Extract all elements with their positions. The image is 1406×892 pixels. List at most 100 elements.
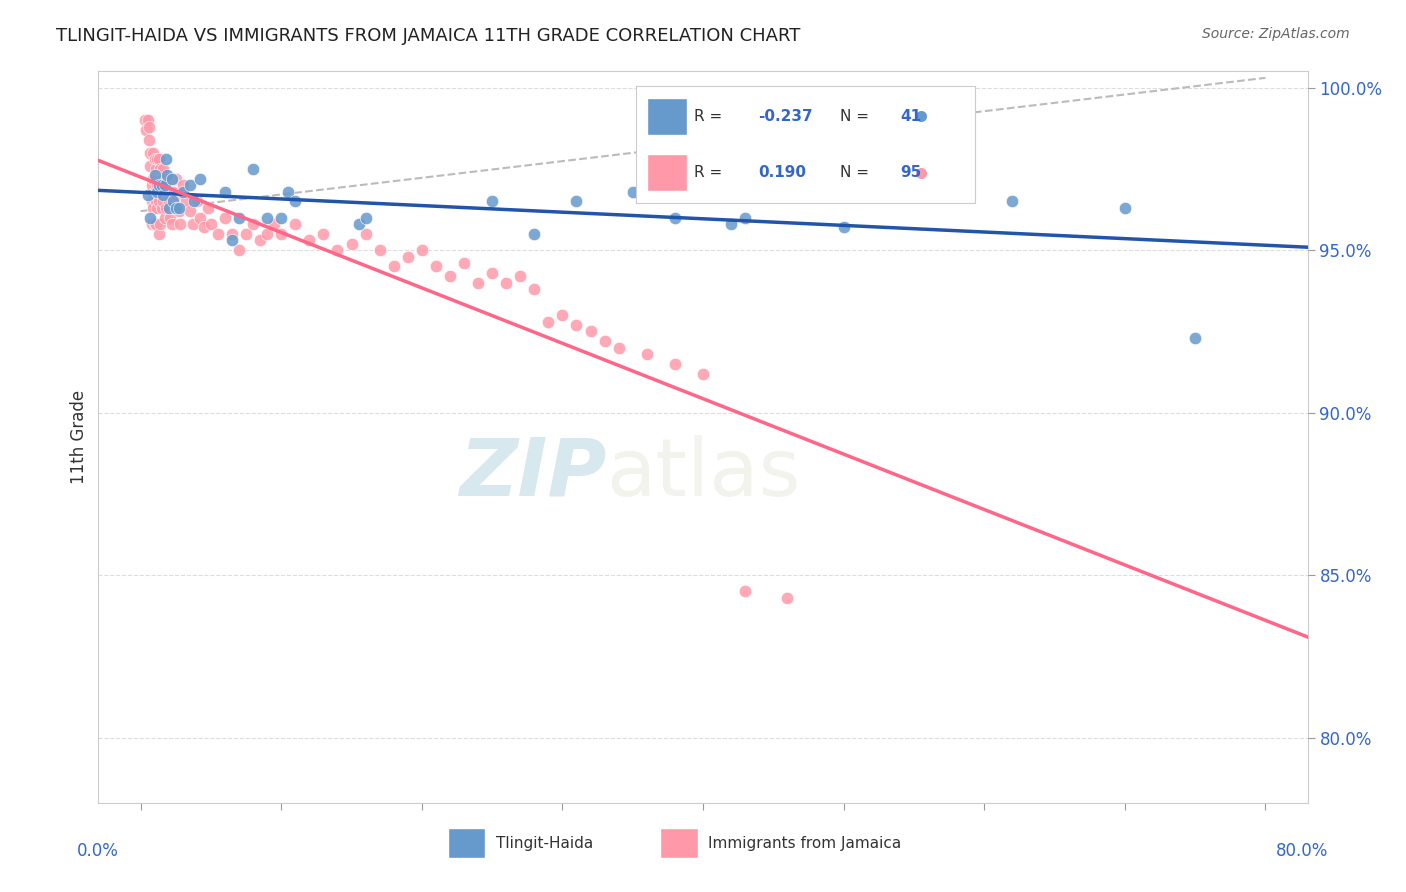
Point bbox=[523, 282, 546, 296]
Point bbox=[149, 161, 172, 176]
Point bbox=[481, 194, 503, 209]
Point bbox=[150, 178, 173, 193]
Point bbox=[162, 194, 184, 209]
Point bbox=[139, 159, 162, 173]
Point bbox=[142, 201, 165, 215]
Point bbox=[148, 194, 170, 209]
Point bbox=[155, 152, 177, 166]
Point bbox=[143, 169, 166, 183]
Point bbox=[270, 211, 292, 225]
Point bbox=[621, 185, 644, 199]
Point bbox=[156, 185, 179, 199]
Point bbox=[396, 250, 419, 264]
Point bbox=[340, 236, 363, 251]
Point bbox=[148, 227, 170, 241]
Point bbox=[148, 178, 170, 193]
Point bbox=[152, 194, 174, 209]
Point bbox=[142, 145, 165, 160]
Point bbox=[174, 194, 197, 209]
Point bbox=[172, 185, 194, 199]
Point bbox=[149, 217, 172, 231]
Point bbox=[692, 367, 714, 381]
Point bbox=[551, 308, 574, 322]
Point bbox=[169, 217, 191, 231]
Point bbox=[160, 217, 183, 231]
Point bbox=[138, 120, 160, 134]
Point bbox=[228, 243, 250, 257]
Point bbox=[467, 276, 489, 290]
Point bbox=[181, 217, 204, 231]
Point bbox=[228, 211, 250, 225]
Point bbox=[312, 227, 335, 241]
Point bbox=[186, 194, 208, 209]
Point bbox=[256, 211, 278, 225]
Point bbox=[152, 161, 174, 176]
Point bbox=[167, 201, 190, 215]
Point bbox=[143, 152, 166, 166]
Point bbox=[146, 201, 169, 215]
Point bbox=[242, 161, 264, 176]
Point bbox=[166, 187, 188, 202]
Point bbox=[664, 211, 686, 225]
Point bbox=[734, 584, 756, 599]
Point bbox=[179, 204, 201, 219]
Point bbox=[193, 220, 215, 235]
Point bbox=[183, 194, 205, 209]
Point bbox=[523, 227, 546, 241]
Point bbox=[565, 318, 588, 332]
Point bbox=[150, 171, 173, 186]
Point bbox=[159, 211, 181, 225]
Point bbox=[160, 171, 183, 186]
Point bbox=[425, 260, 447, 274]
Point bbox=[326, 243, 349, 257]
Point bbox=[157, 201, 180, 215]
Text: ZIP: ZIP bbox=[458, 434, 606, 513]
Point bbox=[139, 211, 162, 225]
Point bbox=[277, 185, 299, 199]
Point bbox=[200, 217, 222, 231]
Point bbox=[141, 194, 163, 209]
Y-axis label: 11th Grade: 11th Grade bbox=[70, 390, 89, 484]
Point bbox=[347, 217, 370, 231]
Point bbox=[145, 217, 167, 231]
Point bbox=[153, 178, 176, 193]
Point bbox=[917, 161, 939, 176]
Point bbox=[1114, 201, 1136, 215]
Point bbox=[242, 217, 264, 231]
Point bbox=[214, 211, 236, 225]
Point bbox=[153, 178, 176, 193]
Point bbox=[256, 227, 278, 241]
Point bbox=[270, 227, 292, 241]
Point bbox=[235, 227, 257, 241]
Point bbox=[145, 194, 167, 209]
Point bbox=[368, 243, 391, 257]
Point bbox=[776, 591, 799, 605]
Point bbox=[146, 152, 169, 166]
Point bbox=[284, 217, 307, 231]
Text: 80.0%: 80.0% bbox=[1277, 842, 1329, 860]
Point bbox=[162, 185, 184, 199]
Point bbox=[146, 178, 169, 193]
Point bbox=[593, 334, 616, 348]
Point bbox=[664, 357, 686, 371]
Point bbox=[1184, 331, 1206, 345]
Point bbox=[354, 211, 377, 225]
Point bbox=[734, 211, 756, 225]
Point bbox=[221, 227, 243, 241]
Point bbox=[165, 201, 187, 215]
Point bbox=[197, 201, 219, 215]
Point bbox=[263, 217, 285, 231]
Point bbox=[607, 341, 630, 355]
Point bbox=[165, 171, 187, 186]
Point bbox=[439, 269, 461, 284]
Point bbox=[143, 185, 166, 199]
Point bbox=[298, 234, 321, 248]
Point bbox=[143, 217, 166, 231]
Point bbox=[138, 133, 160, 147]
Point bbox=[146, 185, 169, 199]
Point bbox=[148, 152, 170, 166]
Point bbox=[354, 227, 377, 241]
Point bbox=[537, 315, 560, 329]
Point bbox=[155, 171, 177, 186]
Point bbox=[141, 217, 163, 231]
